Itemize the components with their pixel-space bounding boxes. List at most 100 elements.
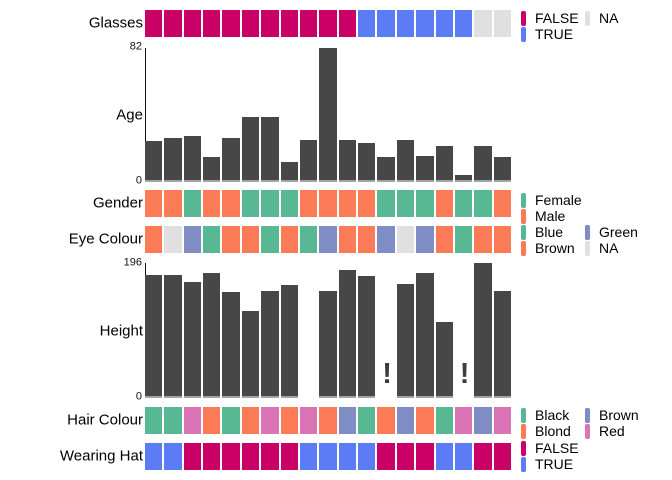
glasses-legend-col-2: NA xyxy=(585,10,618,26)
gender-legend-col-1: Female Male xyxy=(521,192,582,224)
hair_colour-legend-item: Brown xyxy=(585,407,639,423)
gender-tile-13 xyxy=(377,190,395,217)
height-bar-4 xyxy=(203,273,221,398)
gender-tile-4 xyxy=(203,190,221,217)
height-bar-19 xyxy=(493,290,511,398)
gender-tile-3 xyxy=(183,190,202,217)
glasses-tile-18 xyxy=(474,10,492,37)
row-label-glasses: Glasses xyxy=(88,14,143,32)
gender-legend-item: Male xyxy=(521,208,582,224)
age-bar-4 xyxy=(203,157,221,182)
wearing_hat-tile-9 xyxy=(299,443,318,470)
gender-tile-15 xyxy=(416,190,434,217)
age-bar-19 xyxy=(493,157,511,182)
legend-swatch-green xyxy=(585,224,590,240)
legend-label: TRUE xyxy=(535,26,574,42)
age-bar-12 xyxy=(358,142,376,182)
hair_colour-legend-col-1: Black Blond xyxy=(521,407,571,439)
wearing_hat-tile-19 xyxy=(493,443,511,470)
eye_colour-tile-7 xyxy=(261,226,279,253)
height-bar-18 xyxy=(474,263,492,398)
row-label-eye-colour: Eye Colour xyxy=(68,230,143,248)
wearing_hat-tile-17 xyxy=(454,443,473,470)
eye_colour-legend-item: Brown xyxy=(521,240,575,256)
hair_colour-tile-11 xyxy=(338,407,357,434)
wearing_hat-tile-15 xyxy=(416,443,434,470)
height-bar-10 xyxy=(319,291,337,398)
eye_colour-tile-8 xyxy=(280,226,298,253)
gender-tile-8 xyxy=(280,190,298,217)
hair_colour-legend-item: Red xyxy=(585,423,639,439)
legend-label: Black xyxy=(535,407,570,423)
glasses-tile-9 xyxy=(299,10,318,37)
age-bar-7 xyxy=(261,116,279,182)
legend-swatch-false xyxy=(521,440,526,456)
row-label-height: Height xyxy=(99,322,143,340)
gender-tile-7 xyxy=(261,190,279,217)
age-bar-15 xyxy=(416,155,434,182)
height-bar-3 xyxy=(183,282,202,398)
age-bar-1 xyxy=(145,141,163,182)
eye_colour-tile-3 xyxy=(183,226,202,253)
age-bar-16 xyxy=(435,146,453,182)
height-bar-7 xyxy=(261,291,279,398)
glasses-tile-2 xyxy=(164,10,182,37)
glasses-tile-3 xyxy=(183,10,202,37)
legend-swatch-true xyxy=(521,456,526,472)
glasses-tile-5 xyxy=(222,10,240,37)
eye_colour-tile-6 xyxy=(241,226,260,253)
gender-tile-18 xyxy=(474,190,492,217)
age-bar-11 xyxy=(338,139,357,182)
legend-label: Brown xyxy=(599,407,639,423)
wearing_hat-tile-7 xyxy=(261,443,279,470)
hair_colour-tile-19 xyxy=(493,407,511,434)
hair_colour-tile-18 xyxy=(474,407,492,434)
wearing_hat-tile-16 xyxy=(435,443,453,470)
hair_colour-tile-6 xyxy=(241,407,260,434)
gender-tile-11 xyxy=(338,190,357,217)
legend-label: NA xyxy=(599,10,619,26)
legend-swatch-female xyxy=(521,192,526,208)
glasses-tile-12 xyxy=(358,10,376,37)
glasses-tile-13 xyxy=(377,10,395,37)
glasses-tile-19 xyxy=(493,10,511,37)
wearing_hat-tile-8 xyxy=(280,443,298,470)
legend-swatch-na xyxy=(585,10,590,26)
hair_colour-tile-4 xyxy=(203,407,221,434)
height-bar-15 xyxy=(416,273,434,398)
height-bar-5 xyxy=(222,291,240,398)
wearing_hat-tile-10 xyxy=(319,443,337,470)
hair_colour-tile-12 xyxy=(358,407,376,434)
glasses-tile-7 xyxy=(261,10,279,37)
eye_colour-tile-11 xyxy=(338,226,357,253)
age-bar-5 xyxy=(222,137,240,182)
gender-legend-item: Female xyxy=(521,192,582,208)
hair_colour-tile-7 xyxy=(261,407,279,434)
legend-swatch-blond xyxy=(521,423,526,439)
gender-tile-6 xyxy=(241,190,260,217)
wearing_hat-tile-13 xyxy=(377,443,395,470)
hair_colour-tile-9 xyxy=(299,407,318,434)
eye_colour-tile-10 xyxy=(319,226,337,253)
eye_colour-legend-col-2: Green NA xyxy=(585,224,638,256)
eye_colour-tile-1 xyxy=(145,226,163,253)
eye_colour-tile-12 xyxy=(358,226,376,253)
glasses-legend-item: NA xyxy=(585,10,618,26)
hair_colour-tile-5 xyxy=(222,407,240,434)
legend-swatch-black xyxy=(521,407,526,423)
legend-label: Female xyxy=(535,192,582,208)
glasses-tile-11 xyxy=(338,10,357,37)
glasses-tile-8 xyxy=(280,10,298,37)
hair_colour-tile-2 xyxy=(164,407,182,434)
legend-label: Blue xyxy=(535,224,564,240)
glasses-tile-15 xyxy=(416,10,434,37)
gender-tile-10 xyxy=(319,190,337,217)
age-bar-10 xyxy=(319,48,337,182)
legend-label: FALSE xyxy=(535,440,579,456)
hair_colour-legend-item: Blond xyxy=(521,423,571,439)
gender-tile-14 xyxy=(396,190,415,217)
row-label-hair-colour: Hair Colour xyxy=(67,411,143,429)
wearing_hat-tile-2 xyxy=(164,443,182,470)
height-bar-6 xyxy=(241,311,260,398)
